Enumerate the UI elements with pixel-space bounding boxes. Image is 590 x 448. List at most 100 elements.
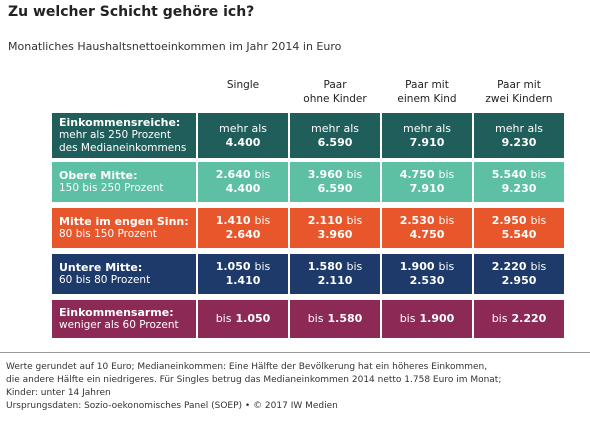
title: Zu welcher Schicht gehöre ich? (8, 4, 255, 20)
cell-line: 1.050 bis (216, 260, 271, 274)
cell-text: 1.050 (235, 312, 271, 325)
cell: bis 1.900 (382, 300, 472, 338)
column-header: Paar mit einem Kind (382, 78, 472, 106)
cell-line: 3.960 (318, 228, 353, 242)
cell-line: 7.910 (410, 136, 445, 150)
cell-line: bis 2.220 (492, 312, 547, 326)
cell: 2.640 bis 4.400 (198, 162, 288, 202)
cell: 2.110 bis 3.960 (290, 208, 380, 248)
cell: 4.750 bis 7.910 (382, 162, 472, 202)
row-label: Mitte im engen Sinn: 80 bis 150 Prozent (52, 208, 196, 248)
cell-line: bis 1.900 (400, 312, 455, 326)
cell-line: 5.540 (502, 228, 537, 242)
cell-text: 6.590 (317, 182, 353, 195)
column-header-line: ohne Kinder (303, 93, 367, 105)
footnote: Kinder: unter 14 Jahren (6, 388, 111, 398)
cell-text: 3.960 (307, 168, 343, 181)
cell: mehr als 9.230 (474, 113, 564, 158)
cell-text: 5.540 (491, 168, 527, 181)
footnote: die andere Hälfte ein niedrigeres. Für S… (6, 375, 502, 385)
cell-text: bis (438, 260, 455, 273)
row-label-line: weniger als 60 Prozent (59, 319, 179, 331)
cell-text: bis (346, 260, 363, 273)
cell-line: 4.400 (226, 136, 261, 150)
cell: 2.220 bis 2.950 (474, 254, 564, 294)
row-label-line: des Medianeinkommens (59, 142, 187, 154)
cell-text: bis (346, 168, 363, 181)
cell: bis 1.050 (198, 300, 288, 338)
row-label-line: 60 bis 80 Prozent (59, 274, 151, 286)
cell: bis 1.580 (290, 300, 380, 338)
cell-text: 7.910 (409, 182, 445, 195)
cell-text: bis (399, 312, 416, 325)
cell-text: 2.110 (317, 274, 353, 287)
row-label-line: 80 bis 150 Prozent (59, 228, 157, 240)
row-label: Einkommensreiche: mehr als 250 Prozent des… (52, 113, 196, 158)
cell-text: 1.580 (307, 260, 343, 273)
cell-text: 2.640 (225, 228, 261, 241)
row-label-title: Obere Mitte: (59, 169, 138, 182)
cell-text: 9.230 (501, 182, 537, 195)
cell: 1.900 bis 2.530 (382, 254, 472, 294)
row-label-title: Einkommensarme: (59, 306, 174, 319)
column-header-line: zwei Kindern (485, 93, 553, 105)
cell-text: 1.580 (327, 312, 363, 325)
cell-text: bis (530, 260, 547, 273)
cell-text: bis (215, 312, 232, 325)
cell-text: bis (307, 312, 324, 325)
cell-line: bis 1.580 (308, 312, 363, 326)
cell-text: mehr als (310, 121, 359, 135)
cell-text: 2.950 (501, 274, 537, 287)
row-label: Einkommensarme: weniger als 60 Prozent (52, 300, 196, 338)
cell-text: 7.910 (409, 135, 445, 149)
cell-text: 1.900 (419, 312, 455, 325)
cell-line: 3.960 bis (308, 168, 363, 182)
row-label-title: Untere Mitte: (59, 261, 143, 274)
cell-text: 2.640 (215, 168, 251, 181)
cell-text: 2.220 (491, 260, 527, 273)
row-label-line: mehr als 250 Prozent (59, 129, 171, 141)
cell-line: mehr als (495, 122, 543, 136)
cell-line: 2.530 (410, 274, 445, 288)
row-label: Obere Mitte: 150 bis 250 Prozent (52, 162, 196, 202)
divider (0, 352, 590, 353)
cell-text: 3.960 (317, 228, 353, 241)
cell-line: 1.900 bis (400, 260, 455, 274)
cell-line: 4.750 (410, 228, 445, 242)
row-label-line: 150 bis 250 Prozent (59, 182, 164, 194)
cell-text: 5.540 (501, 228, 537, 241)
cell-text: bis (254, 214, 271, 227)
column-header: Paar mit zwei Kindern (474, 78, 564, 106)
cell-line: 2.110 (318, 274, 353, 288)
cell-text: 1.050 (215, 260, 251, 273)
cell-text: 2.950 (491, 214, 527, 227)
cell-line: 2.110 bis (308, 214, 363, 228)
cell-line: 9.230 (502, 136, 537, 150)
cell-text: 4.750 (409, 228, 445, 241)
cell-text: bis (438, 168, 455, 181)
cell-line: mehr als (311, 122, 359, 136)
cell-text: 4.400 (225, 182, 261, 195)
cell: 5.540 bis 9.230 (474, 162, 564, 202)
cell-text: bis (530, 214, 547, 227)
cell-text: 9.230 (501, 135, 537, 149)
cell: 1.580 bis 2.110 (290, 254, 380, 294)
cell-line: 2.640 (226, 228, 261, 242)
cell-text: 2.530 (409, 274, 445, 287)
footnote: Ursprungsdaten: Sozio-oekonomisches Pane… (6, 401, 338, 411)
column-header: Single (198, 78, 288, 92)
cell-text: bis (491, 312, 508, 325)
cell-text: 1.410 (215, 214, 251, 227)
cell-line: 2.640 bis (216, 168, 271, 182)
cell-line: 1.580 bis (308, 260, 363, 274)
cell-text: 2.220 (511, 312, 547, 325)
row-label-title: Mitte im engen Sinn: (59, 215, 189, 228)
cell-line: 6.590 (318, 136, 353, 150)
cell-line: mehr als (219, 122, 267, 136)
cell-text: 6.590 (317, 135, 353, 149)
cell: 1.050 bis 1.410 (198, 254, 288, 294)
cell-line: 6.590 (318, 182, 353, 196)
cell-line: 4.400 (226, 182, 261, 196)
cell: 3.960 bis 6.590 (290, 162, 380, 202)
cell-line: 2.530 bis (400, 214, 455, 228)
